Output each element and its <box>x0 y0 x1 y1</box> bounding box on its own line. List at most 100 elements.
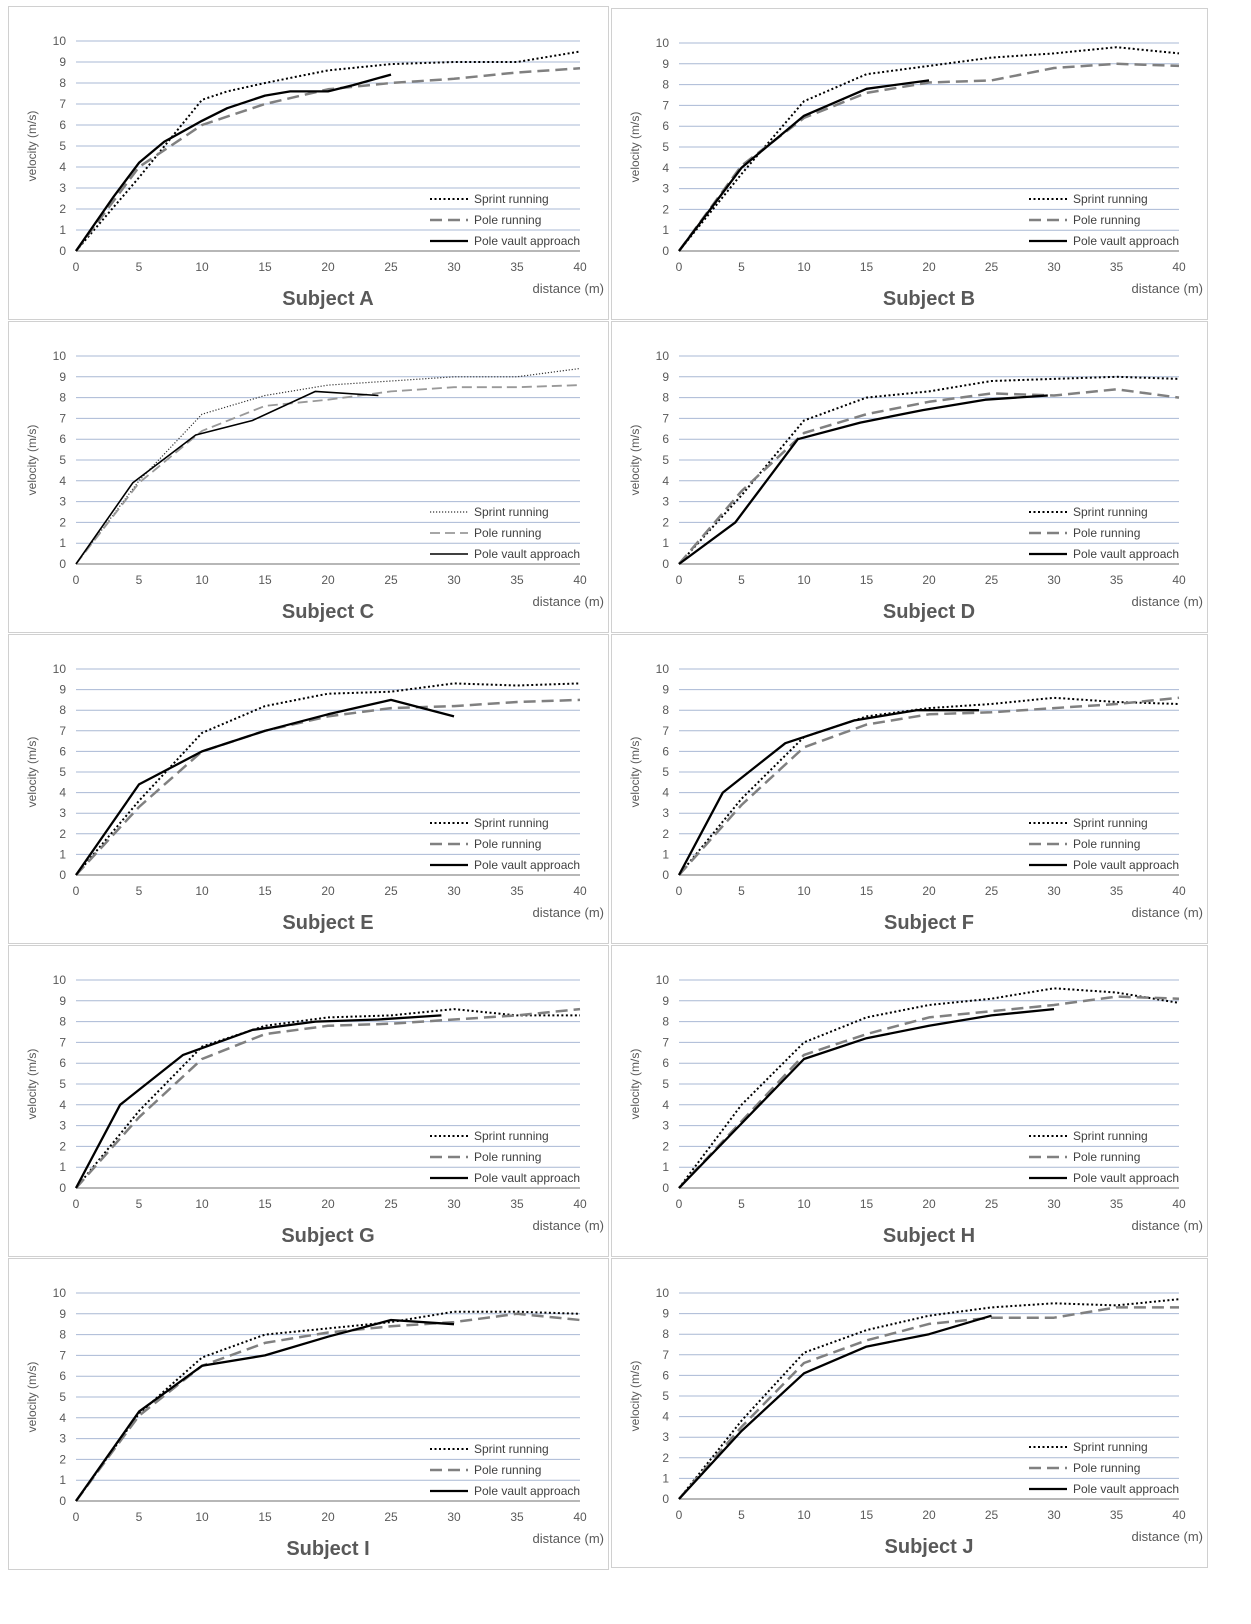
legend-label: Pole running <box>1073 837 1140 851</box>
y-tick-label: 9 <box>662 994 669 1008</box>
y-tick-label: 6 <box>59 744 66 758</box>
y-tick-label: 3 <box>662 182 669 196</box>
x-tick-label: 20 <box>321 573 335 587</box>
legend-label: Pole running <box>474 1150 541 1164</box>
x-tick-label: 35 <box>1110 1197 1124 1211</box>
legend-label: Pole vault approach <box>1073 547 1179 561</box>
y-tick-label: 2 <box>662 202 669 216</box>
chart-panel: 0 1 2 3 4 5 6 7 8 9 10 0 5 10 15 20 25 30 35 40 velocity (m/… <box>611 945 1208 1257</box>
x-tick-label: 15 <box>258 1197 272 1211</box>
y-tick-label: 9 <box>662 57 669 71</box>
chart-svg: 0 1 2 3 4 5 6 7 8 9 10 0 5 10 15 20 25 30 35 40 velocity (m/… <box>628 662 1203 934</box>
legend-label: Sprint running <box>1073 505 1148 519</box>
x-tick-label: 25 <box>384 1510 398 1524</box>
series-line <box>678 1306 1179 1500</box>
y-tick-label: 4 <box>662 786 669 800</box>
y-tick-label: 10 <box>656 973 670 987</box>
legend-label: Pole vault approach <box>474 858 580 872</box>
y-tick-label: 1 <box>662 223 669 237</box>
chart-svg: 0 1 2 3 4 5 6 7 8 9 10 0 5 10 15 20 25 30 35 40 velocity (m/… <box>25 349 604 623</box>
y-tick-label: 9 <box>59 370 66 384</box>
legend-label: Pole vault approach <box>1073 234 1179 248</box>
x-tick-label: 30 <box>1047 1508 1061 1522</box>
x-tick-label: 35 <box>510 573 524 587</box>
y-tick-label: 0 <box>59 1494 66 1508</box>
y-tick-label: 0 <box>662 868 669 882</box>
chart-title: Subject A <box>282 288 374 310</box>
y-tick-label: 8 <box>59 1015 66 1029</box>
x-tick-label: 35 <box>510 884 524 898</box>
legend-label: Sprint running <box>1073 1440 1148 1454</box>
x-tick-label: 5 <box>136 1510 143 1524</box>
legend-label: Pole running <box>1073 526 1140 540</box>
series-line <box>74 1014 442 1189</box>
y-tick-label: 3 <box>59 181 66 195</box>
y-tick-label: 2 <box>662 1451 669 1465</box>
series-line <box>75 1310 581 1502</box>
series-line <box>75 698 455 876</box>
y-tick-label: 0 <box>59 244 66 258</box>
y-axis-label: velocity (m/s) <box>25 111 39 182</box>
x-tick-label: 25 <box>985 1197 999 1211</box>
x-tick-label: 40 <box>573 884 587 898</box>
y-tick-label: 7 <box>662 1035 669 1049</box>
chart-panel: 0 1 2 3 4 5 6 7 8 9 10 0 5 10 15 20 25 30 35 40 velocity (m/… <box>8 634 609 944</box>
y-tick-label: 2 <box>662 515 669 529</box>
legend-label: Pole running <box>474 1463 541 1477</box>
y-tick-label: 5 <box>662 1389 669 1403</box>
x-tick-label: 35 <box>1110 573 1124 587</box>
y-axis-label: velocity (m/s) <box>25 1049 39 1120</box>
chart-title: Subject B <box>883 288 975 310</box>
legend-label: Pole vault approach <box>1073 1171 1179 1185</box>
x-tick-label: 5 <box>136 1197 143 1211</box>
y-tick-label: 5 <box>59 453 66 467</box>
y-tick-label: 7 <box>662 98 669 112</box>
y-tick-label: 8 <box>59 1328 66 1342</box>
x-tick-label: 30 <box>447 1197 461 1211</box>
y-axis-label: velocity (m/s) <box>25 425 39 496</box>
y-tick-label: 9 <box>59 1307 66 1321</box>
x-tick-label: 20 <box>321 1197 335 1211</box>
series-line <box>75 67 581 252</box>
y-axis-label: velocity (m/s) <box>25 737 39 808</box>
y-tick-label: 10 <box>53 34 67 48</box>
x-tick-label: 40 <box>573 573 587 587</box>
y-tick-label: 5 <box>662 765 669 779</box>
x-tick-label: 15 <box>860 1197 874 1211</box>
x-axis-label: distance (m) <box>532 1531 604 1546</box>
x-tick-label: 40 <box>1172 260 1186 274</box>
legend-label: Sprint running <box>474 505 549 519</box>
chart-svg: 0 1 2 3 4 5 6 7 8 9 10 0 5 10 15 20 25 30 35 40 velocity (m/… <box>25 973 604 1247</box>
y-tick-label: 3 <box>662 1119 669 1133</box>
y-tick-label: 0 <box>662 557 669 571</box>
chart-title: Subject F <box>884 912 974 934</box>
y-tick-label: 6 <box>662 119 669 133</box>
y-tick-label: 5 <box>662 1077 669 1091</box>
series-line <box>75 50 581 252</box>
y-tick-label: 6 <box>59 1056 66 1070</box>
y-axis-label: velocity (m/s) <box>628 1049 642 1120</box>
y-tick-label: 2 <box>662 827 669 841</box>
y-tick-label: 3 <box>59 806 66 820</box>
series-line <box>75 73 392 252</box>
x-axis-label: distance (m) <box>532 1218 604 1233</box>
x-tick-label: 15 <box>860 884 874 898</box>
x-tick-label: 15 <box>860 573 874 587</box>
x-tick-label: 35 <box>1110 260 1124 274</box>
legend-label: Pole vault approach <box>474 547 580 561</box>
legend-label: Pole running <box>474 213 541 227</box>
y-tick-label: 10 <box>656 1286 670 1300</box>
legend-label: Pole running <box>1073 1150 1140 1164</box>
x-tick-label: 25 <box>384 573 398 587</box>
x-tick-label: 30 <box>447 260 461 274</box>
chart-panel: 0 1 2 3 4 5 6 7 8 9 10 0 5 10 15 20 25 30 35 40 velocity (m/… <box>8 321 609 633</box>
y-tick-label: 4 <box>662 1410 669 1424</box>
x-tick-label: 25 <box>384 884 398 898</box>
y-tick-label: 7 <box>662 724 669 738</box>
series-line <box>75 698 581 876</box>
x-tick-label: 0 <box>73 1510 80 1524</box>
y-tick-label: 1 <box>662 1471 669 1485</box>
x-tick-label: 0 <box>73 884 80 898</box>
x-axis-label: distance (m) <box>1131 1529 1203 1544</box>
y-tick-label: 8 <box>662 703 669 717</box>
